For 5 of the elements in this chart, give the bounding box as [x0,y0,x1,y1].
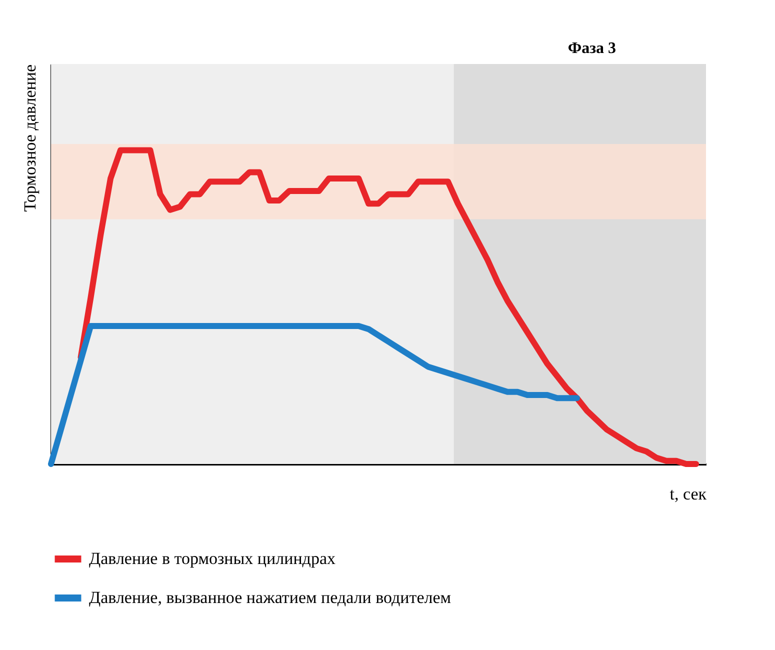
legend-label: Давление, вызванное нажатием педали водителем [89,588,452,607]
y-axis-title: Тормозное давление [20,64,40,212]
text: Фаза 3 [568,40,616,57]
legend-label: Давление в тормозных цилиндрах [89,549,336,568]
x-axis-title: t, сек [670,484,708,504]
